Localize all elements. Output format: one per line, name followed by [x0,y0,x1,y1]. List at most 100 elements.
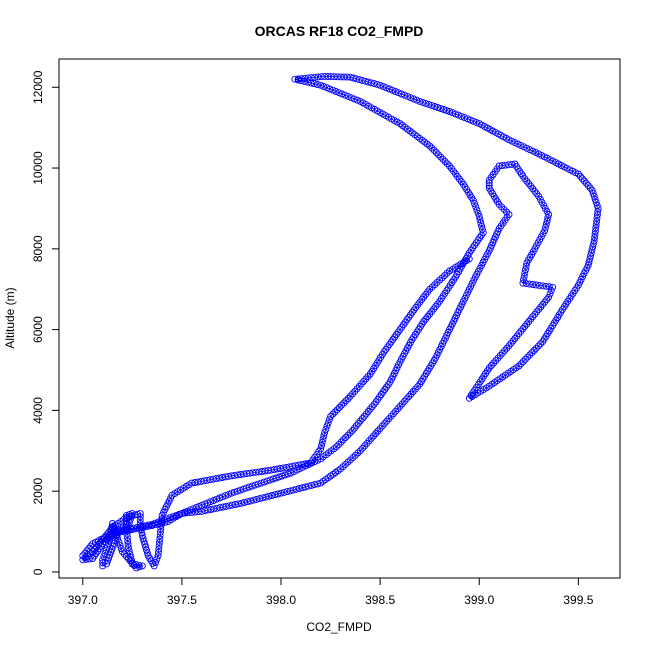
data-point [431,103,439,110]
data-point [443,160,451,168]
data-point [348,427,356,435]
data-point [449,109,456,117]
data-point [346,429,354,437]
data-point [426,142,434,150]
data-point [522,280,530,288]
data-point [118,528,126,536]
data-point [521,355,529,363]
data-point [370,400,378,408]
data-point [320,432,328,440]
data-point [89,540,97,548]
data-point [419,98,427,106]
data-point [242,484,250,492]
data-point [591,234,599,241]
data-point [591,195,599,203]
data-point [437,105,445,112]
data-point [128,559,136,567]
data-point [368,403,376,411]
data-point [382,84,390,92]
data-point [325,416,333,424]
data-point [263,477,271,485]
data-point [374,427,382,435]
data-point [297,77,305,85]
data-point [245,483,253,491]
data-point [519,279,527,287]
data-point [517,327,525,335]
data-point [537,303,545,311]
data-point [532,344,540,352]
data-point [128,526,136,533]
data-point [132,561,140,568]
data-point [161,518,169,526]
data-point [233,487,241,495]
y-tick-label: 12000 [31,70,45,104]
data-point [222,492,229,500]
data-point [361,442,369,450]
data-point [277,489,285,497]
data-point [469,117,477,125]
x-tick-label: 397.5 [167,593,197,607]
data-point [106,551,114,559]
data-points [79,72,602,572]
data-point [324,73,332,80]
data-point [154,548,162,556]
data-point [251,481,259,489]
data-point [155,542,163,550]
data-point [529,281,537,288]
data-point [498,349,506,357]
data-point [422,99,430,107]
x-tick-label: 399.0 [464,593,494,607]
data-point [353,96,361,104]
data-point [257,479,265,487]
data-point [274,490,282,498]
y-tick-label: 2000 [31,477,45,504]
data-point [549,283,557,291]
plot-frame [58,58,621,579]
x-axis: 397.0 397.5 398.0 398.5 399.0 399.5 [68,577,594,607]
data-point [109,520,116,527]
data-point [294,76,302,84]
data-point [260,478,268,486]
data-point [542,282,550,290]
data-point [333,406,341,414]
data-point [136,516,144,524]
data-point [124,544,132,552]
data-point [113,531,121,538]
data-point [155,520,162,528]
data-point [324,419,332,427]
data-point [237,499,245,507]
data-point [115,528,123,536]
data-point [201,500,209,508]
data-point [387,412,395,420]
data-point [440,106,448,113]
data-point [278,472,286,480]
data-point [534,342,542,350]
data-point [498,203,506,211]
data-point [524,353,532,361]
data-point [505,211,513,218]
data-point [314,480,322,488]
y-axis-label: Altitude (m) [3,287,17,348]
data-point [398,90,405,98]
data-point [475,213,483,220]
data-point [307,74,315,82]
data-point [343,73,351,81]
data-point [284,470,292,478]
data-point [152,559,159,566]
data-point [590,240,597,248]
data-point [335,404,343,411]
data-point [500,205,508,213]
data-point [443,269,451,277]
data-point [307,79,315,87]
data-point [158,519,166,527]
data-point [320,83,328,90]
data-point [586,184,594,192]
data-point [485,182,493,190]
data-point [428,144,436,152]
y-tick-label: 10000 [31,151,45,185]
data-point [469,196,477,204]
data-point [526,351,534,359]
data-point [592,224,600,232]
data-point [350,424,358,432]
